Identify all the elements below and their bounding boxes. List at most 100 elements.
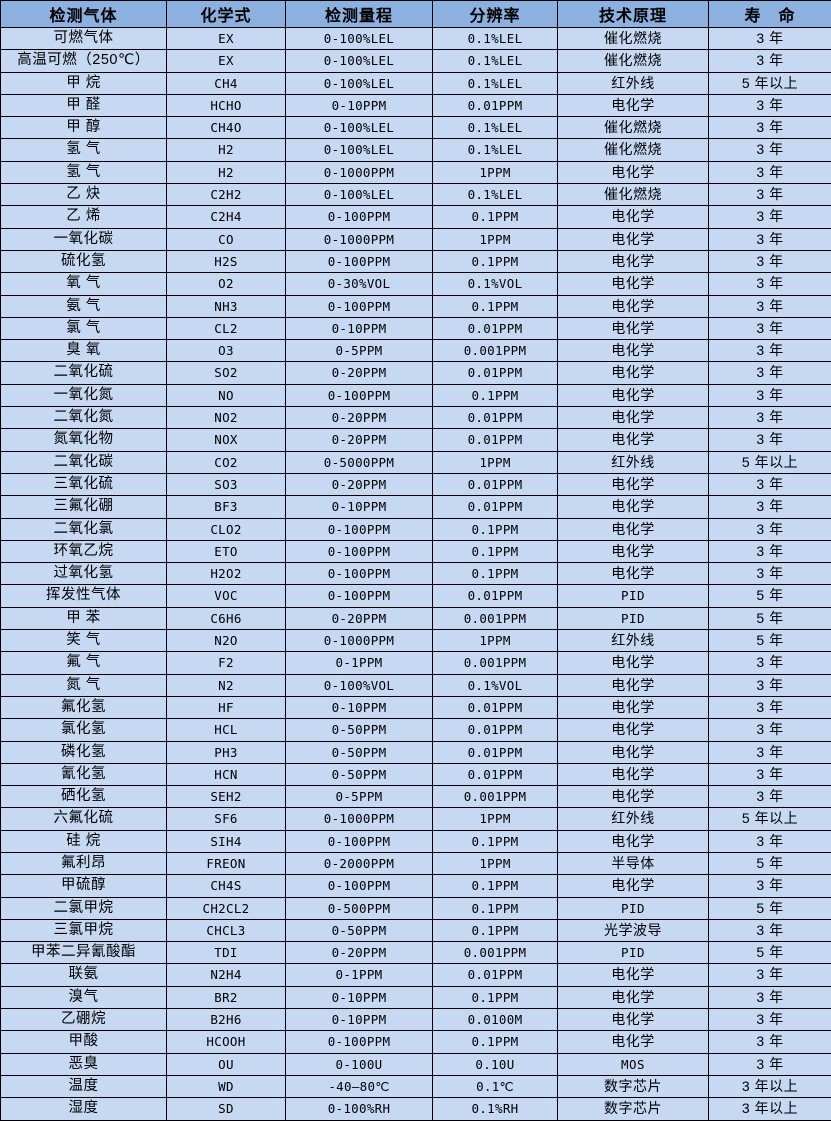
cell-resolution: 0.01PPM [433, 585, 558, 607]
cell-detection-range: 0-2000PPM [286, 852, 433, 874]
cell-gas-name: 二氯甲烷 [1, 897, 167, 919]
cell-lifespan: 3 年 [709, 407, 831, 429]
cell-detection-range: 0-100PPM [286, 563, 433, 585]
cell-gas-name: 三氟化硼 [1, 496, 167, 518]
cell-gas-name: 甲 苯 [1, 607, 167, 629]
cell-lifespan: 3 年 [709, 384, 831, 406]
cell-resolution: 0.01PPM [433, 741, 558, 763]
cell-detection-range: 0-100%LEL [286, 28, 433, 50]
cell-chemical-formula: SEH2 [167, 786, 286, 808]
cell-lifespan: 3 年 [709, 273, 831, 295]
cell-chemical-formula: HCN [167, 763, 286, 785]
cell-chemical-formula: VOC [167, 585, 286, 607]
cell-gas-name: 溴气 [1, 986, 167, 1008]
cell-technology: 催化燃烧 [558, 28, 709, 50]
cell-gas-name: 一氧化碳 [1, 228, 167, 250]
cell-technology: 电化学 [558, 964, 709, 986]
cell-gas-name: 一氧化氮 [1, 384, 167, 406]
cell-technology: PID [558, 585, 709, 607]
cell-lifespan: 3 年 [709, 496, 831, 518]
cell-resolution: 0.1PPM [433, 897, 558, 919]
cell-detection-range: 0-50PPM [286, 741, 433, 763]
cell-technology: 电化学 [558, 540, 709, 562]
cell-lifespan: 3 年 [709, 786, 831, 808]
cell-gas-name: 氟利昂 [1, 852, 167, 874]
cell-technology: 电化学 [558, 696, 709, 718]
cell-lifespan: 3 年 [709, 696, 831, 718]
cell-detection-range: 0-20PPM [286, 429, 433, 451]
cell-detection-range: 0-1PPM [286, 652, 433, 674]
cell-technology: 数字芯片 [558, 1098, 709, 1120]
cell-chemical-formula: O3 [167, 340, 286, 362]
cell-lifespan: 3 年 [709, 919, 831, 941]
cell-chemical-formula: NOX [167, 429, 286, 451]
cell-lifespan: 3 年 [709, 1031, 831, 1053]
cell-lifespan: 3 年 [709, 518, 831, 540]
cell-detection-range: 0-100PPM [286, 206, 433, 228]
cell-lifespan: 3 年 [709, 317, 831, 339]
cell-resolution: 0.1PPM [433, 518, 558, 540]
cell-technology: PID [558, 607, 709, 629]
cell-chemical-formula: CHCL3 [167, 919, 286, 941]
cell-resolution: 1PPM [433, 161, 558, 183]
cell-gas-name: 二氧化碳 [1, 451, 167, 473]
cell-chemical-formula: C2H2 [167, 184, 286, 206]
cell-chemical-formula: HCHO [167, 94, 286, 116]
cell-gas-name: 三氯甲烷 [1, 919, 167, 941]
cell-chemical-formula: CH4S [167, 875, 286, 897]
cell-gas-name: 氮 气 [1, 674, 167, 696]
cell-gas-name: 过氧化氢 [1, 563, 167, 585]
cell-detection-range: 0-10PPM [286, 986, 433, 1008]
cell-gas-name: 氯 气 [1, 317, 167, 339]
cell-detection-range: 0-5PPM [286, 786, 433, 808]
cell-resolution: 0.1%LEL [433, 117, 558, 139]
cell-resolution: 0.1%VOL [433, 273, 558, 295]
cell-chemical-formula: BF3 [167, 496, 286, 518]
cell-chemical-formula: CH4 [167, 72, 286, 94]
cell-gas-name: 二氧化氯 [1, 518, 167, 540]
cell-gas-name: 氰化氢 [1, 763, 167, 785]
cell-resolution: 0.0100M [433, 1009, 558, 1031]
cell-lifespan: 3 年 [709, 875, 831, 897]
cell-gas-name: 硅 烷 [1, 830, 167, 852]
cell-gas-name: 甲 醛 [1, 94, 167, 116]
cell-gas-name: 乙 炔 [1, 184, 167, 206]
cell-chemical-formula: H2 [167, 139, 286, 161]
cell-lifespan: 3 年以上 [709, 1075, 831, 1097]
cell-chemical-formula: O2 [167, 273, 286, 295]
cell-resolution: 0.1PPM [433, 206, 558, 228]
cell-lifespan: 3 年 [709, 540, 831, 562]
cell-resolution: 0.1PPM [433, 919, 558, 941]
cell-detection-range: 0-100PPM [286, 830, 433, 852]
cell-detection-range: 0-1000PPM [286, 228, 433, 250]
cell-lifespan: 3 年 [709, 161, 831, 183]
cell-chemical-formula: NO2 [167, 407, 286, 429]
cell-technology: 电化学 [558, 741, 709, 763]
cell-chemical-formula: ETO [167, 540, 286, 562]
cell-technology: 光学波导 [558, 919, 709, 941]
cell-resolution: 0.1%LEL [433, 139, 558, 161]
cell-technology: PID [558, 942, 709, 964]
cell-lifespan: 3 年 [709, 184, 831, 206]
cell-gas-name: 臭 氧 [1, 340, 167, 362]
cell-technology: 电化学 [558, 362, 709, 384]
cell-lifespan: 5 年 [709, 897, 831, 919]
cell-chemical-formula: PH3 [167, 741, 286, 763]
cell-chemical-formula: CL2 [167, 317, 286, 339]
cell-lifespan: 3 年 [709, 652, 831, 674]
cell-chemical-formula: NH3 [167, 295, 286, 317]
cell-lifespan: 3 年 [709, 763, 831, 785]
cell-resolution: 0.1℃ [433, 1075, 558, 1097]
